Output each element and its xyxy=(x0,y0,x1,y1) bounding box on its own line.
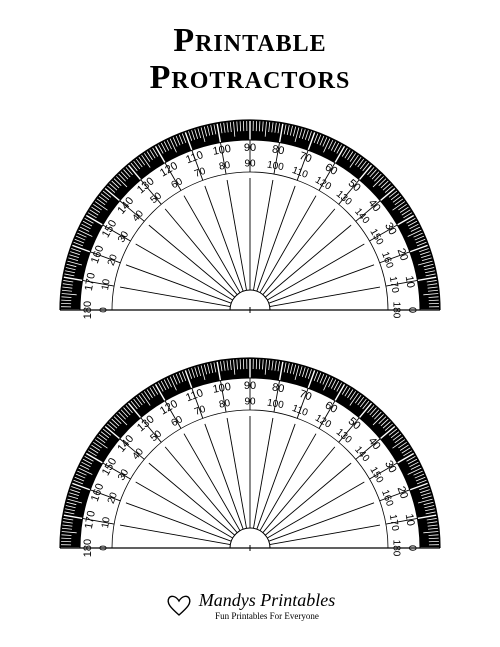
svg-text:70: 70 xyxy=(193,403,208,417)
svg-text:30: 30 xyxy=(116,229,131,245)
title-line-1: Printable xyxy=(150,22,351,59)
svg-text:100: 100 xyxy=(212,381,232,396)
brand-name: Mandys Printables xyxy=(199,590,336,611)
svg-text:90: 90 xyxy=(244,158,256,169)
svg-text:0: 0 xyxy=(99,307,110,313)
svg-text:90: 90 xyxy=(244,142,256,154)
svg-text:90: 90 xyxy=(244,396,256,407)
heart-icon xyxy=(165,594,193,618)
svg-text:60: 60 xyxy=(170,414,186,429)
svg-text:70: 70 xyxy=(298,388,314,403)
svg-text:90: 90 xyxy=(244,380,256,392)
svg-text:130: 130 xyxy=(334,426,354,445)
svg-text:170: 170 xyxy=(387,275,401,294)
svg-text:10: 10 xyxy=(403,275,417,289)
brand-tagline: Fun Printables For Everyone xyxy=(215,611,319,621)
svg-text:100: 100 xyxy=(266,397,285,411)
svg-text:150: 150 xyxy=(367,465,385,485)
svg-text:180: 180 xyxy=(390,539,401,556)
svg-text:0: 0 xyxy=(406,545,418,551)
footer: Mandys Printables Fun Printables For Eve… xyxy=(0,590,500,621)
svg-text:170: 170 xyxy=(387,513,401,532)
page-title: Printable Protractors xyxy=(150,22,351,97)
svg-text:140: 140 xyxy=(352,206,371,226)
svg-text:180: 180 xyxy=(82,539,94,557)
svg-text:120: 120 xyxy=(313,413,333,431)
svg-text:170: 170 xyxy=(83,510,98,530)
svg-text:100: 100 xyxy=(212,143,232,158)
svg-text:130: 130 xyxy=(334,188,354,207)
svg-text:80: 80 xyxy=(271,381,285,395)
svg-text:20: 20 xyxy=(395,247,410,263)
title-line-2: Protractors xyxy=(150,59,351,96)
svg-text:80: 80 xyxy=(218,160,231,173)
svg-text:20: 20 xyxy=(106,490,120,505)
svg-text:0: 0 xyxy=(406,307,418,313)
protractor-1: 1801701601501401301201101009080706050403… xyxy=(40,105,460,325)
svg-text:140: 140 xyxy=(352,444,371,464)
svg-text:70: 70 xyxy=(193,165,208,179)
svg-text:60: 60 xyxy=(170,176,186,191)
svg-text:180: 180 xyxy=(390,301,401,318)
svg-text:20: 20 xyxy=(106,252,120,267)
svg-text:170: 170 xyxy=(83,272,98,292)
svg-text:20: 20 xyxy=(395,485,410,501)
protractor-2: 1801701601501401301201101009080706050403… xyxy=(40,343,460,563)
svg-text:10: 10 xyxy=(100,516,113,529)
svg-text:10: 10 xyxy=(403,513,417,527)
svg-text:180: 180 xyxy=(82,301,94,319)
svg-text:120: 120 xyxy=(313,175,333,193)
svg-text:70: 70 xyxy=(298,150,314,165)
svg-text:0: 0 xyxy=(99,545,110,551)
svg-text:100: 100 xyxy=(266,159,285,173)
svg-text:80: 80 xyxy=(218,398,231,411)
svg-text:30: 30 xyxy=(116,467,131,483)
svg-text:10: 10 xyxy=(100,278,113,291)
svg-text:150: 150 xyxy=(367,227,385,247)
svg-text:80: 80 xyxy=(271,143,285,157)
